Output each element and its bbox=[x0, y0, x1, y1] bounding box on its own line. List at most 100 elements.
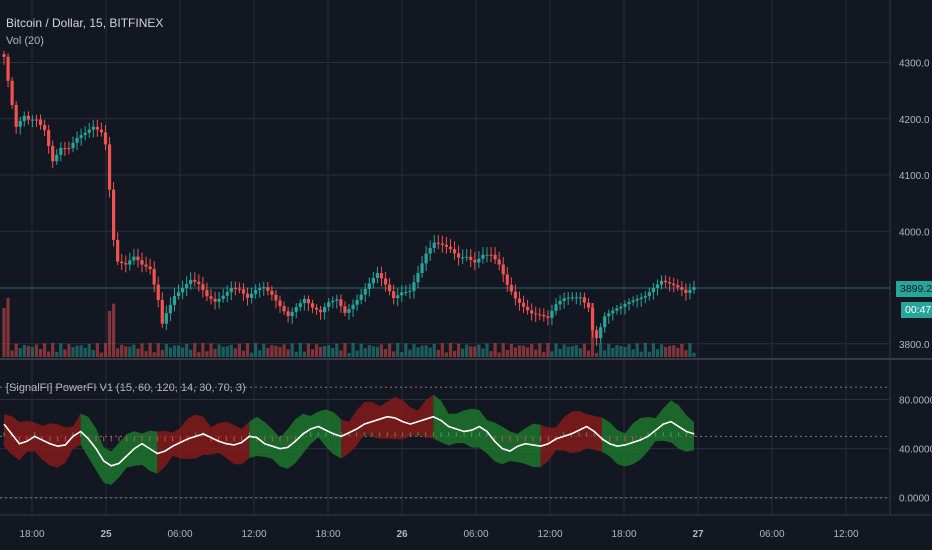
candle-body bbox=[485, 254, 489, 256]
volume-bar bbox=[659, 344, 664, 357]
candle-body bbox=[688, 289, 692, 293]
volume-bar bbox=[408, 349, 412, 357]
indicator-tick-label: 0.0000 bbox=[899, 494, 930, 505]
volume-bar bbox=[30, 346, 35, 357]
candle-body bbox=[412, 282, 416, 291]
candle-body bbox=[144, 264, 148, 267]
candle-body bbox=[185, 284, 189, 289]
candle-body bbox=[59, 148, 63, 155]
volume-bar bbox=[270, 345, 274, 357]
candle-body bbox=[432, 242, 436, 248]
volume-bar bbox=[111, 303, 116, 357]
volume-bar bbox=[168, 347, 173, 357]
candle-body bbox=[132, 256, 136, 261]
candle-body bbox=[623, 304, 627, 307]
candle-body bbox=[444, 244, 449, 247]
volume-bar bbox=[209, 343, 213, 357]
volume-bar bbox=[420, 345, 424, 357]
candle-body bbox=[473, 259, 477, 263]
candle-body bbox=[668, 282, 672, 284]
volume-bar bbox=[323, 345, 327, 357]
candle-body bbox=[120, 261, 124, 264]
last-price-tag: 3899.2 bbox=[896, 281, 932, 297]
candle-body bbox=[229, 288, 233, 293]
indicator-cloud bbox=[80, 413, 158, 485]
candle-body bbox=[603, 316, 607, 328]
volume-bar bbox=[444, 352, 449, 357]
volume-bar bbox=[635, 343, 639, 357]
volume-bar bbox=[254, 343, 258, 357]
candle-body bbox=[570, 297, 574, 299]
time-tick-label: 12:00 bbox=[537, 529, 562, 540]
candle-body bbox=[327, 302, 331, 307]
volume-bar bbox=[229, 344, 233, 357]
candle-body bbox=[359, 294, 363, 300]
volume-bar bbox=[205, 351, 209, 357]
candle-body bbox=[282, 306, 286, 312]
volume-bar bbox=[623, 346, 627, 357]
time-tick-label: 18:00 bbox=[611, 529, 636, 540]
candle-body bbox=[323, 306, 327, 313]
candle-body bbox=[107, 144, 112, 190]
volume-bar bbox=[180, 347, 185, 357]
candle-body bbox=[213, 298, 217, 302]
candle-body bbox=[448, 246, 453, 250]
volume-bar bbox=[172, 345, 177, 357]
candle-body bbox=[530, 310, 534, 314]
candle-body bbox=[314, 307, 319, 310]
price-tick-label: 4100.0 bbox=[899, 171, 930, 182]
volume-bar bbox=[379, 344, 384, 357]
candle-body bbox=[103, 132, 108, 145]
volume-bar bbox=[83, 347, 87, 357]
volume-bar bbox=[655, 349, 660, 357]
volume-bar bbox=[412, 344, 416, 357]
volume-bar bbox=[249, 352, 254, 357]
time-tick-label: 06:00 bbox=[167, 529, 192, 540]
volume-bar bbox=[67, 344, 71, 357]
candle-body bbox=[428, 247, 432, 254]
candle-body bbox=[116, 239, 120, 262]
volume-bar bbox=[51, 343, 55, 357]
time-tick-label: 12:00 bbox=[241, 529, 266, 540]
candle-body bbox=[347, 309, 351, 313]
candle-body bbox=[95, 126, 99, 130]
volume-bar bbox=[306, 343, 311, 357]
volume-bar bbox=[570, 346, 574, 357]
candle-body bbox=[38, 119, 43, 126]
candle-body bbox=[477, 258, 481, 263]
volume-bar bbox=[233, 348, 237, 357]
candle-body bbox=[30, 119, 35, 121]
volume-bar bbox=[680, 343, 684, 357]
volume-bar bbox=[489, 350, 493, 357]
volume-bar bbox=[148, 343, 152, 357]
candle-body bbox=[258, 288, 262, 291]
volume-bar bbox=[132, 344, 136, 357]
candle-body bbox=[111, 189, 116, 240]
candle-body bbox=[286, 311, 290, 317]
volume-bar bbox=[213, 348, 217, 357]
indicator-cloud bbox=[540, 410, 602, 468]
volume-bar bbox=[582, 343, 587, 357]
candle-body bbox=[266, 287, 270, 291]
volume-bar bbox=[144, 351, 148, 357]
candle-body bbox=[18, 121, 22, 127]
candle-body bbox=[22, 115, 26, 122]
volume-bar bbox=[22, 345, 26, 357]
candle-body bbox=[99, 129, 104, 133]
volume-bar bbox=[55, 351, 59, 357]
volume-bar bbox=[189, 349, 193, 357]
volume-bar bbox=[314, 344, 319, 357]
candle-body bbox=[217, 298, 221, 302]
candle-body bbox=[538, 314, 542, 316]
candle-body bbox=[363, 288, 367, 295]
candle-body bbox=[546, 316, 550, 318]
candle-body bbox=[408, 290, 412, 292]
time-tick-label: 25 bbox=[100, 529, 112, 540]
volume-bar bbox=[554, 343, 558, 357]
volume-bar bbox=[452, 350, 457, 357]
candle-body bbox=[136, 256, 140, 261]
volume-bar bbox=[245, 343, 250, 357]
volume-bar bbox=[278, 347, 282, 357]
